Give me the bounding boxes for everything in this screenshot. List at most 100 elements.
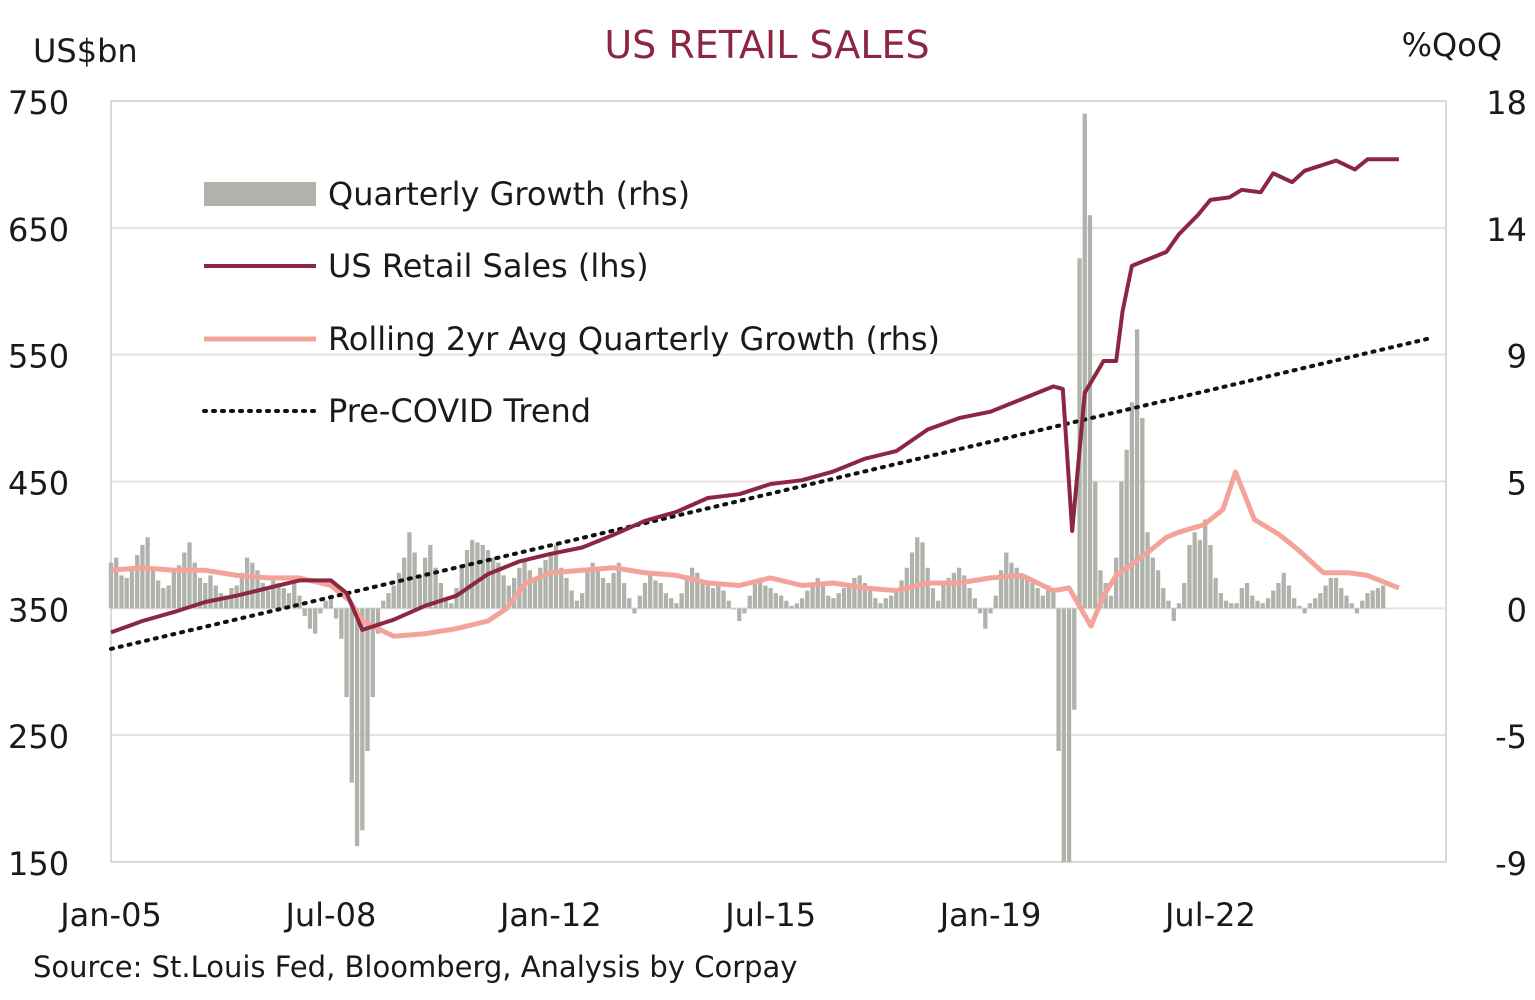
growth-bar (862, 582, 868, 609)
growth-bar (689, 567, 695, 609)
growth-bar (197, 577, 203, 609)
growth-bar (1009, 562, 1014, 609)
legend-label-rolling-avg: Rolling 2yr Avg Quarterly Growth (rhs) (328, 320, 940, 358)
growth-bar (920, 542, 925, 609)
growth-bar (867, 590, 873, 609)
growth-bar (967, 588, 972, 609)
quarterly-growth-bars (108, 113, 1386, 862)
growth-bar (532, 577, 538, 609)
right-tick-label: 5 (1507, 465, 1527, 503)
growth-bar (1093, 481, 1098, 609)
growth-bar (192, 562, 197, 609)
growth-bar (915, 537, 920, 609)
growth-bar (417, 575, 423, 609)
growth-bar (354, 608, 360, 847)
left-tick-label: 650 (8, 211, 69, 249)
x-tick-label: Jan-12 (498, 896, 602, 934)
growth-bar (1208, 544, 1213, 609)
growth-bar (716, 585, 721, 609)
growth-bar (1260, 603, 1265, 609)
growth-bar (606, 582, 611, 609)
growth-bar (1250, 595, 1255, 609)
growth-bar (1145, 532, 1150, 609)
growth-bar (1375, 588, 1381, 609)
growth-bar (297, 595, 302, 609)
growth-bar (313, 608, 318, 634)
growth-bar (538, 567, 543, 609)
growth-bar (511, 577, 517, 609)
growth-bar (443, 600, 449, 609)
growth-bar (307, 608, 313, 629)
legend-swatch-quarterly-growth (204, 182, 316, 206)
growth-bar (925, 567, 930, 609)
growth-bar (805, 590, 810, 609)
growth-bar (1281, 572, 1286, 609)
growth-bar (438, 582, 443, 609)
growth-bar (475, 542, 480, 609)
growth-bar (810, 585, 815, 609)
growth-bar (1150, 557, 1155, 609)
growth-bar (271, 580, 276, 609)
growth-bar (773, 593, 779, 609)
growth-bar (815, 577, 820, 609)
growth-bar (407, 532, 412, 609)
growth-bar (213, 585, 218, 609)
line-series (109, 157, 1433, 651)
growth-bar (632, 608, 637, 614)
growth-bar (1239, 588, 1244, 609)
x-axis-ticks: Jan-05 Jul-08 Jan-12 Jul-15 Jan-19 Jul-22 (58, 896, 1256, 934)
growth-bar (1056, 608, 1061, 752)
growth-bar (318, 608, 323, 614)
growth-bar (993, 595, 998, 609)
left-tick-label: 250 (8, 718, 69, 756)
x-tick-label: Jul-22 (1163, 896, 1256, 934)
x-tick-label: Jul-15 (723, 896, 816, 934)
growth-bar (1370, 590, 1375, 609)
growth-bar (1140, 418, 1145, 609)
right-axis-ticks: 18 14 9 5 0 -5 -9 (1486, 84, 1527, 883)
right-tick-label: -5 (1495, 718, 1527, 756)
growth-bar (1192, 532, 1197, 609)
growth-bar (794, 603, 799, 609)
growth-bar (1339, 588, 1344, 609)
left-axis-unit: US$bn (33, 32, 138, 70)
growth-bar (873, 598, 878, 609)
growth-bar (375, 608, 381, 634)
growth-bar (951, 572, 957, 609)
growth-bar (600, 577, 606, 609)
growth-bar (936, 600, 941, 609)
growth-bar (1182, 582, 1187, 609)
right-axis-unit: %QoQ (1402, 26, 1502, 64)
growth-bar (983, 608, 988, 629)
growth-bar (569, 590, 574, 609)
growth-bar (161, 588, 166, 609)
growth-bar (506, 585, 512, 609)
growth-bar (909, 552, 915, 609)
left-tick-label: 750 (8, 84, 69, 122)
growth-bar (1134, 329, 1140, 609)
growth-bar (627, 598, 632, 609)
growth-bar (972, 598, 977, 609)
growth-bar (1014, 567, 1019, 609)
growth-bar (826, 595, 831, 609)
growth-bar (1354, 608, 1360, 614)
growth-bar (1030, 582, 1035, 609)
growth-bar (789, 605, 794, 609)
growth-bar (166, 585, 171, 609)
growth-bar (1271, 590, 1276, 609)
growth-bar (250, 562, 255, 609)
growth-bar (831, 598, 836, 609)
growth-bar (1213, 577, 1218, 609)
growth-bar (244, 557, 250, 609)
growth-bar (140, 544, 145, 609)
growth-bar (658, 582, 663, 609)
growth-bar (402, 557, 407, 609)
legend: Quarterly Growth (rhs) US Retail Sales (… (202, 175, 940, 430)
left-tick-label: 350 (8, 591, 69, 629)
growth-bar (758, 577, 763, 609)
growth-bar (124, 577, 129, 609)
growth-bar (1349, 603, 1354, 609)
growth-bar (1171, 608, 1176, 622)
growth-bar (878, 603, 883, 609)
growth-bar (145, 537, 150, 609)
